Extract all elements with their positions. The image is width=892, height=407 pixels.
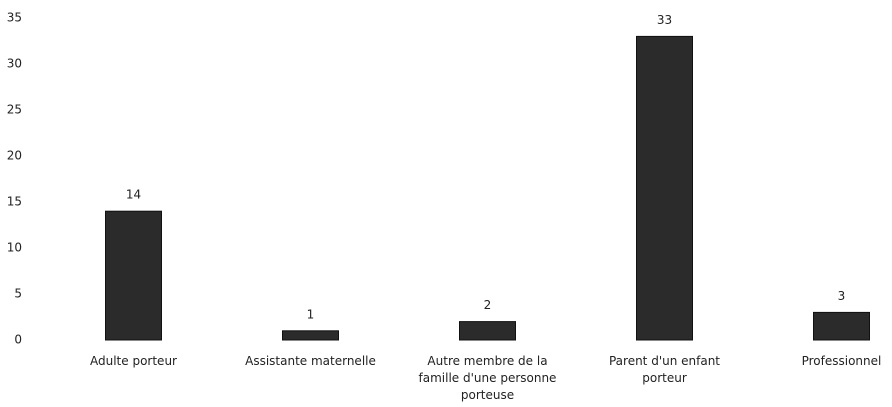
bar	[636, 35, 693, 341]
y-tick-label: 25	[7, 103, 22, 117]
x-tick-label: Parent d'un enfant porteur	[608, 354, 721, 385]
y-tick-label: 15	[7, 195, 22, 209]
x-tick-label: Assistante maternelle	[245, 354, 376, 368]
x-tick-label: Professionnel	[801, 354, 882, 368]
data-label: 2	[484, 298, 492, 312]
x-tick-label: Autre membre de la famille d'une personn…	[418, 354, 557, 402]
bar	[459, 321, 516, 341]
bar	[813, 311, 870, 341]
data-label: 3	[838, 289, 846, 303]
x-tick-label: Adulte porteur	[90, 354, 177, 368]
bar	[105, 210, 162, 341]
data-label: 14	[126, 188, 141, 202]
data-label: 33	[657, 13, 672, 27]
y-tick-label: 0	[14, 333, 22, 347]
y-tick-label: 5	[14, 287, 22, 301]
y-tick-label: 30	[7, 57, 22, 71]
y-tick-label: 20	[7, 149, 22, 163]
data-label: 1	[307, 307, 315, 321]
y-tick-label: 10	[7, 241, 22, 255]
bar	[282, 330, 339, 341]
y-tick-label: 35	[7, 11, 22, 25]
